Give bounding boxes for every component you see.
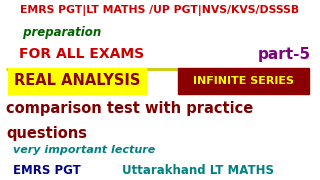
Text: EMRS PGT: EMRS PGT — [13, 164, 81, 177]
FancyBboxPatch shape — [8, 68, 146, 94]
Text: Uttarakhand LT MATHS: Uttarakhand LT MATHS — [122, 164, 274, 177]
Text: questions: questions — [6, 126, 87, 141]
Text: very important lecture: very important lecture — [13, 145, 155, 155]
Text: part-5: part-5 — [257, 47, 310, 62]
Text: REAL ANALYSIS: REAL ANALYSIS — [14, 73, 140, 88]
Text: comparison test with practice: comparison test with practice — [6, 101, 254, 116]
Text: preparation: preparation — [19, 26, 101, 39]
Text: INFINITE SERIES: INFINITE SERIES — [193, 76, 294, 86]
Text: FOR ALL EXAMS: FOR ALL EXAMS — [19, 47, 144, 61]
Text: EMRS PGT|LT MATHS /UP PGT|NVS/KVS/DSSSB: EMRS PGT|LT MATHS /UP PGT|NVS/KVS/DSSSB — [20, 4, 300, 15]
FancyBboxPatch shape — [178, 68, 309, 94]
